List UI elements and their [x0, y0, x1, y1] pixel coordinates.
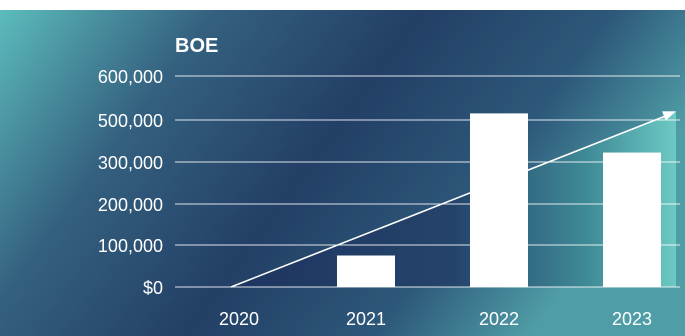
y-tick-label: 600,000: [98, 67, 163, 87]
x-tick-label: 2021: [346, 309, 386, 329]
y-tick-label: 200,000: [98, 195, 163, 215]
y-axis-ticks: $0 100,000 200,000 300,000 500,000 600,000: [98, 67, 163, 298]
x-axis-ticks: 2020 2021 2022 2023: [219, 309, 652, 329]
y-tick-label: 300,000: [98, 153, 163, 173]
grid-lines: [175, 75, 680, 288]
bar-2023: [603, 152, 661, 287]
bar-2021: [337, 255, 395, 287]
chart-title: BOE: [175, 35, 218, 57]
x-tick-label: 2023: [612, 309, 652, 329]
x-tick-label: 2022: [479, 309, 519, 329]
y-tick-label: 100,000: [98, 236, 163, 256]
x-tick-label: 2020: [219, 309, 259, 329]
y-tick-label: $0: [143, 278, 163, 298]
bar-2022: [470, 113, 528, 288]
y-tick-label: 500,000: [98, 111, 163, 131]
bars: [337, 113, 661, 288]
trend-line: [230, 113, 671, 288]
trend-arrowhead: [662, 111, 676, 121]
